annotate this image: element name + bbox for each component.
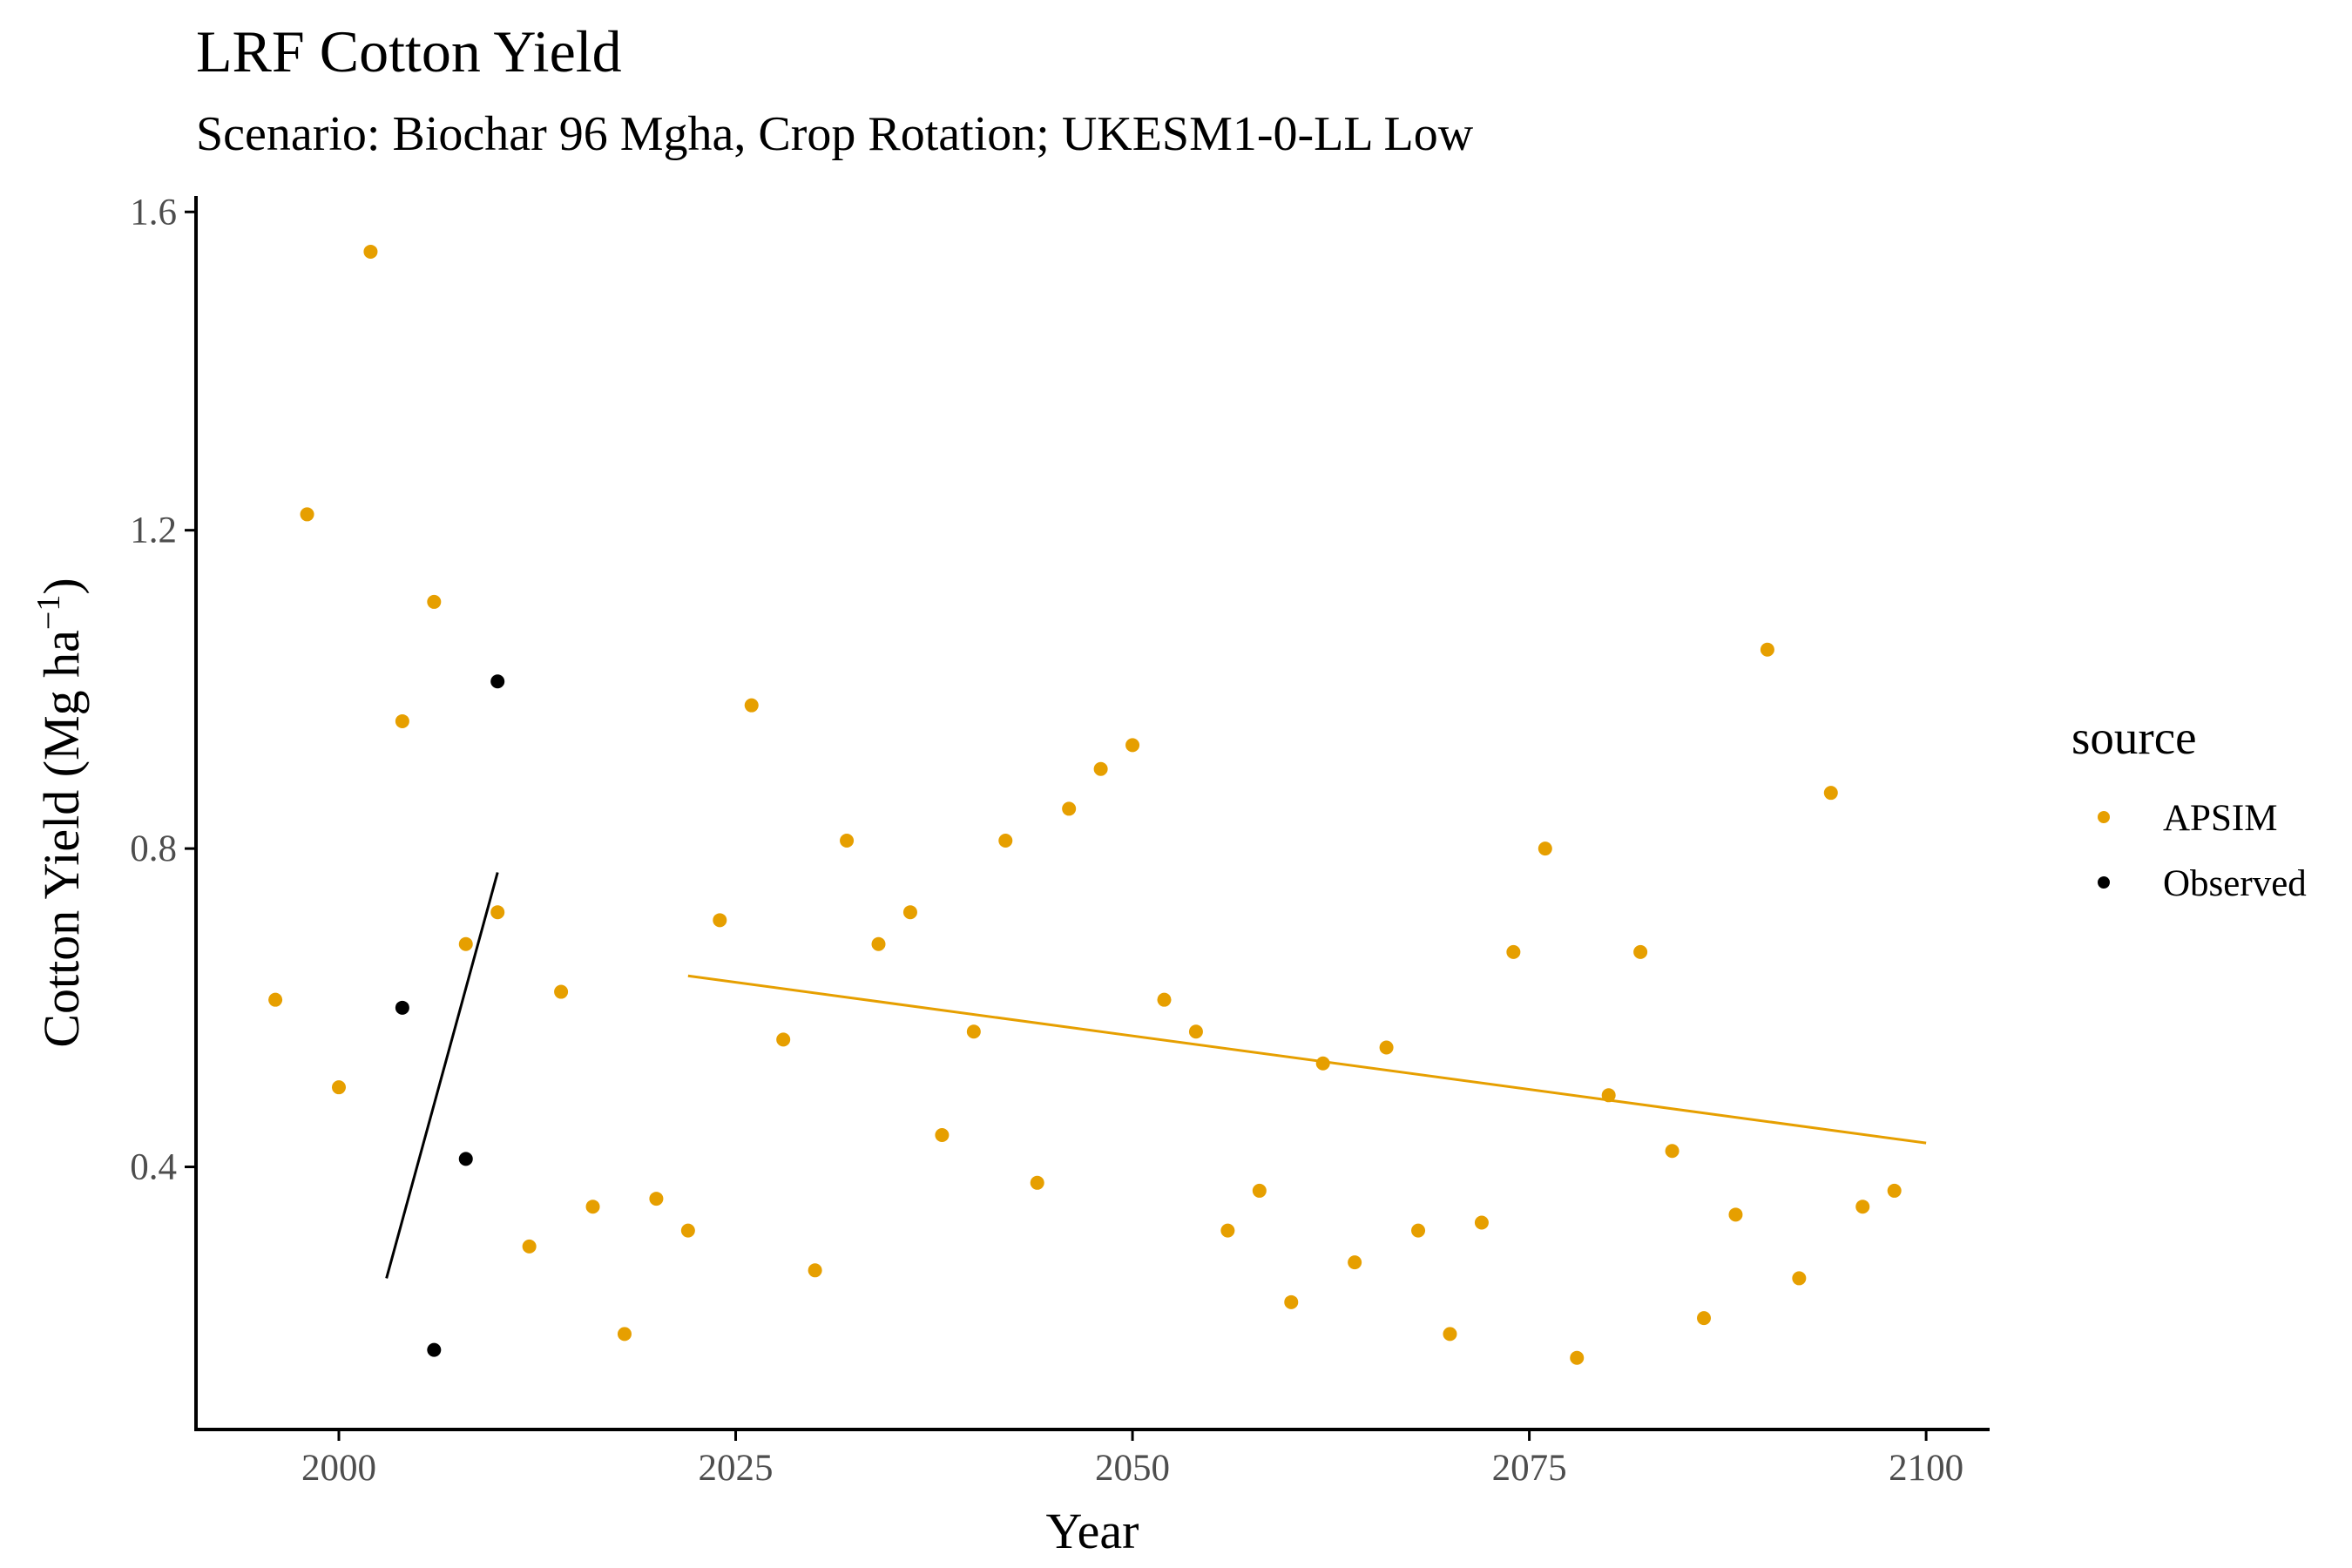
y-axis-title-main: Cotton Yield (Mg ha (33, 630, 90, 1048)
point-apsim (1855, 1200, 1870, 1214)
y-tick-label: 1.2 (130, 510, 177, 551)
point-apsim (1665, 1144, 1680, 1159)
legend-key-observed (2098, 876, 2110, 889)
point-apsim (776, 1032, 791, 1047)
point-apsim (1697, 1311, 1712, 1326)
point-apsim (1157, 992, 1172, 1007)
trend-line-apsim (687, 974, 1927, 1145)
x-axis-title: Year (1046, 1503, 1139, 1559)
point-apsim (1252, 1183, 1267, 1198)
point-apsim (363, 244, 378, 259)
point-apsim (1506, 944, 1521, 959)
point-apsim (1887, 1183, 1902, 1198)
y-tick-label: 0.4 (130, 1147, 177, 1188)
x-tick-label: 2025 (699, 1448, 774, 1489)
x-tick-label: 2100 (1889, 1448, 1963, 1489)
point-apsim (268, 992, 283, 1007)
point-apsim (300, 507, 314, 522)
point-apsim (1570, 1350, 1585, 1365)
chart-title: LRF Cotton Yield (196, 18, 622, 84)
point-apsim (331, 1080, 346, 1095)
x-tick-label: 2075 (1492, 1448, 1567, 1489)
legend: source APSIM Observed (2072, 711, 2307, 904)
legend-label-observed: Observed (2163, 863, 2307, 904)
x-tick-label: 2050 (1095, 1448, 1170, 1489)
point-apsim (490, 905, 505, 920)
y-axis-title-exponent: −1 (30, 595, 67, 630)
point-apsim (1411, 1223, 1426, 1238)
point-observed (458, 1152, 473, 1166)
point-apsim (998, 833, 1013, 848)
point-apsim (522, 1239, 537, 1254)
y-tick-label: 0.8 (130, 828, 177, 869)
point-apsim (427, 594, 442, 609)
point-apsim (840, 833, 855, 848)
point-apsim (1474, 1215, 1489, 1230)
plot-area (268, 244, 1927, 1365)
point-apsim (395, 713, 409, 728)
point-apsim (1728, 1207, 1743, 1222)
point-apsim (744, 698, 759, 713)
point-apsim (554, 984, 569, 999)
point-apsim (649, 1192, 664, 1206)
point-apsim (1030, 1175, 1044, 1190)
x-tick-label: 2000 (301, 1448, 376, 1489)
point-apsim (458, 936, 473, 951)
point-apsim (935, 1127, 950, 1142)
point-apsim (1633, 944, 1648, 959)
point-observed (427, 1342, 442, 1357)
point-observed (490, 674, 505, 689)
trend-line-observed (385, 872, 499, 1279)
y-tick-label: 1.6 (130, 192, 177, 233)
point-apsim (1093, 761, 1108, 776)
legend-label-apsim: APSIM (2163, 798, 2277, 839)
legend-title: source (2072, 711, 2197, 764)
point-apsim (585, 1200, 600, 1214)
point-apsim (966, 1024, 981, 1039)
legend-key-apsim (2098, 811, 2110, 823)
point-apsim (1792, 1271, 1807, 1286)
point-apsim (713, 913, 727, 928)
point-apsim (1823, 786, 1838, 801)
point-apsim (680, 1223, 695, 1238)
point-apsim (1443, 1327, 1457, 1342)
x-axis-ticks: 2000 2025 2050 2075 2100 (301, 1429, 1963, 1489)
point-apsim (1062, 801, 1077, 816)
chart-subtitle: Scenario: Biochar 96 Mgha, Crop Rotation… (196, 107, 1474, 161)
point-apsim (1284, 1294, 1299, 1309)
point-apsim (1379, 1040, 1394, 1055)
y-axis-ticks: 0.4 0.8 1.2 1.6 (130, 192, 196, 1188)
point-apsim (1601, 1088, 1616, 1103)
point-apsim (1125, 738, 1140, 753)
point-apsim (871, 936, 886, 951)
point-apsim (1220, 1223, 1235, 1238)
point-apsim (617, 1327, 632, 1342)
point-apsim (1538, 841, 1552, 856)
point-apsim (902, 905, 917, 920)
point-apsim (1348, 1255, 1362, 1270)
point-apsim (808, 1263, 822, 1278)
y-axis-title-close: ) (33, 578, 90, 594)
y-axis-title: Cotton Yield (Mg ha−1) (30, 578, 90, 1047)
point-apsim (1315, 1056, 1330, 1071)
point-observed (395, 1000, 409, 1015)
point-apsim (1188, 1024, 1203, 1039)
point-apsim (1760, 642, 1774, 657)
